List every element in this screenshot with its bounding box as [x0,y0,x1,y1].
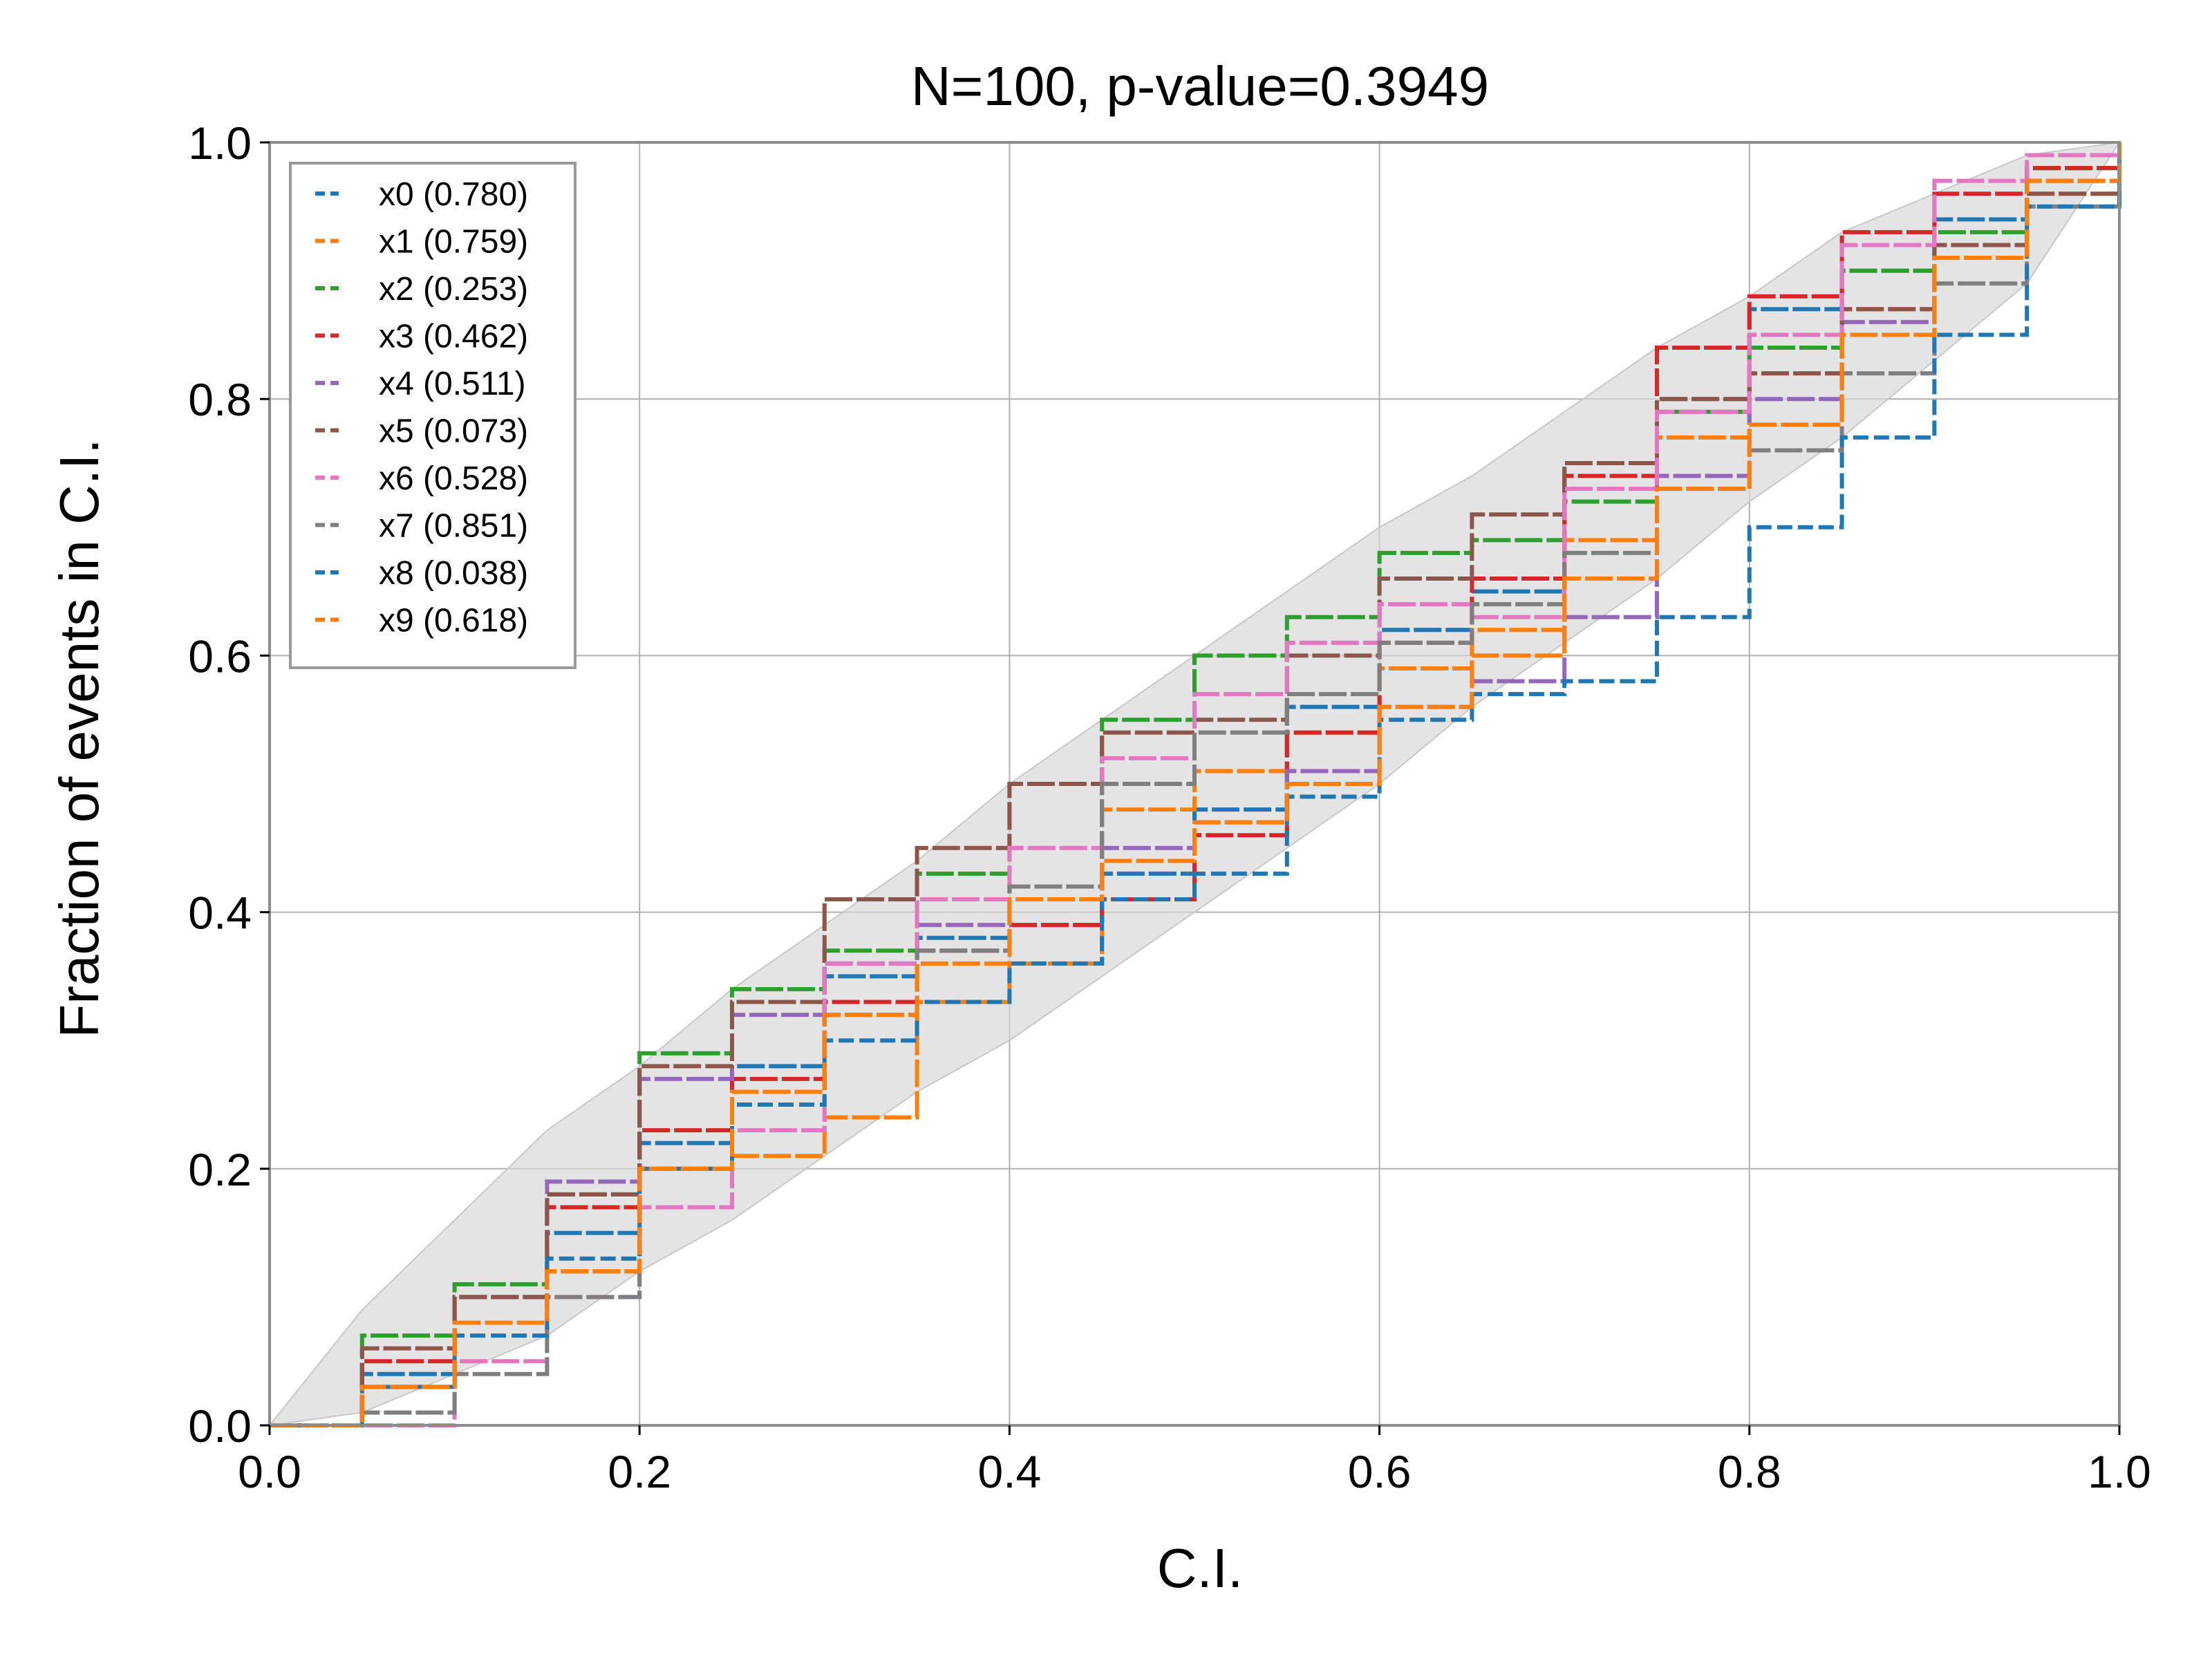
legend-label: x0 (0.780) [379,176,528,213]
legend-label: x1 (0.759) [379,224,528,261]
series-line-x7 [270,142,2121,1427]
x-tick-label: 0.2 [608,1446,671,1497]
y-tick-label: 0.4 [188,888,252,939]
legend-label: x2 (0.253) [379,271,528,308]
x-axis-label: C.I. [1157,1537,1243,1599]
legend-box [289,162,577,669]
legend-label: x9 (0.618) [379,603,528,639]
legend-label: x6 (0.528) [379,460,528,497]
x-tick-label: 0.0 [238,1446,301,1497]
y-tick-label: 0.0 [188,1400,252,1452]
chart-title: N=100, p-value=0.3949 [911,55,1489,117]
plot-area: 0.0 0.2 0.4 0.6 0.8 1.0 0.0 0.2 0.4 0.6 0.8 1.0 [188,118,2151,1497]
x-tick-label: 0.8 [1718,1446,1781,1497]
legend-label: x5 (0.073) [379,413,528,450]
y-tick-label: 0.8 [188,374,252,425]
legend-label: x3 (0.462) [379,319,528,355]
series-line-x9 [270,142,2121,1427]
legend-label: x7 (0.851) [379,508,528,545]
y-tick-label: 1.0 [188,118,252,169]
y-tick-label: 0.2 [188,1144,252,1195]
legend-label: x4 (0.511) [379,366,526,402]
y-tick-label: 0.6 [188,630,252,682]
plot-frame [268,141,2121,1427]
series-line-x8 [270,142,2121,1427]
y-axis-label: Fraction of events in C.I. [48,438,110,1038]
legend: x0 (0.780) x1 (0.759) x2 (0.253) x3 (0.462)… [289,162,577,669]
x-tick-label: 0.4 [978,1446,1042,1497]
legend-label: x8 (0.038) [379,555,528,592]
x-tick-label: 1.0 [2088,1446,2151,1497]
x-tick-label: 0.6 [1348,1446,1412,1497]
